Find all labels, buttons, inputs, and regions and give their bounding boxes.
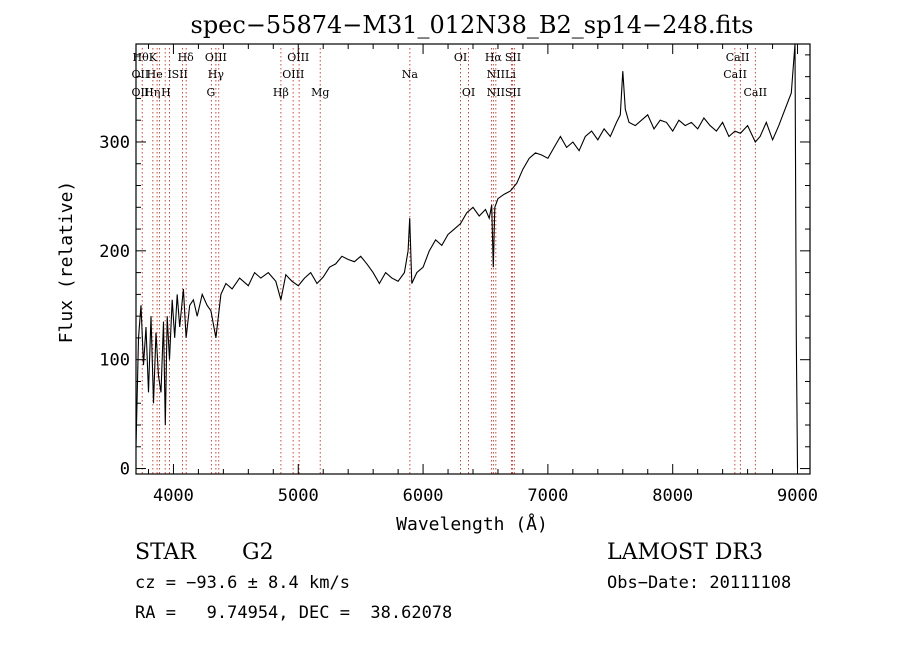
line-label: OII: [132, 68, 150, 81]
x-tick-label: 9000: [777, 486, 818, 506]
line-label: CaII: [723, 68, 747, 81]
line-label: OI: [454, 51, 467, 64]
x-axis-label: Wavelength (Å): [396, 513, 548, 535]
line-label: OI: [462, 86, 475, 99]
line-label: OIII: [282, 68, 304, 81]
line-label: HθK: [133, 51, 158, 64]
line-label: OIII: [287, 51, 309, 64]
x-axis: 4000 5000 6000 7000 8000 9000: [147, 44, 818, 506]
line-label: CaII: [726, 51, 750, 64]
line-label: NII: [487, 86, 505, 99]
y-tick-label: 100: [99, 351, 130, 371]
y-axis: 0 100 200 300: [99, 54, 810, 480]
subclass-label: G2: [242, 540, 274, 565]
spectrum-line: [135, 43, 799, 469]
emission-lines: [141, 48, 756, 474]
class-label: STAR: [135, 540, 196, 565]
x-tick-label: 8000: [652, 486, 693, 506]
line-label: CaII: [743, 86, 767, 99]
obs-date-text: Obs−Date: 20111108: [607, 573, 792, 593]
line-label: Hδ: [178, 51, 195, 64]
y-axis-label: Flux (relative): [56, 181, 77, 344]
line-label: G: [206, 86, 215, 99]
line-label: Mg: [311, 86, 329, 99]
line-label: Hη: [144, 86, 160, 99]
line-label: Na: [402, 68, 419, 81]
y-tick-label: 0: [120, 460, 130, 480]
x-tick-label: 6000: [403, 486, 444, 506]
line-label: Hβ: [273, 86, 289, 99]
line-label: SII: [172, 68, 188, 81]
line-label: SII: [505, 86, 521, 99]
y-tick-label: 200: [99, 242, 130, 262]
y-tick-label: 300: [99, 133, 130, 153]
coords-text: RA = 9.74954, DEC = 38.62078: [135, 603, 453, 623]
chart-title: spec−55874−M31_012N38_B2_sp14−248.fits: [191, 11, 754, 39]
redshift-text: cz = −93.6 ± 8.4 km/s: [135, 573, 350, 593]
line-label: OIII: [205, 51, 227, 64]
line-label: Hγ: [208, 68, 225, 81]
plot-frame: [135, 43, 811, 475]
line-label: SII: [505, 51, 521, 64]
line-label: I: [168, 68, 172, 81]
line-label: NII: [487, 68, 505, 81]
line-label: Li: [505, 68, 516, 81]
x-tick-label: 4000: [153, 486, 194, 506]
x-tick-label: 5000: [278, 486, 319, 506]
survey-label: LAMOST DR3: [607, 540, 763, 565]
line-label: Hα: [485, 51, 503, 64]
line-label: OII: [132, 86, 150, 99]
x-tick-label: 7000: [527, 486, 568, 506]
line-label: He: [147, 68, 163, 81]
line-label: H: [161, 86, 171, 99]
